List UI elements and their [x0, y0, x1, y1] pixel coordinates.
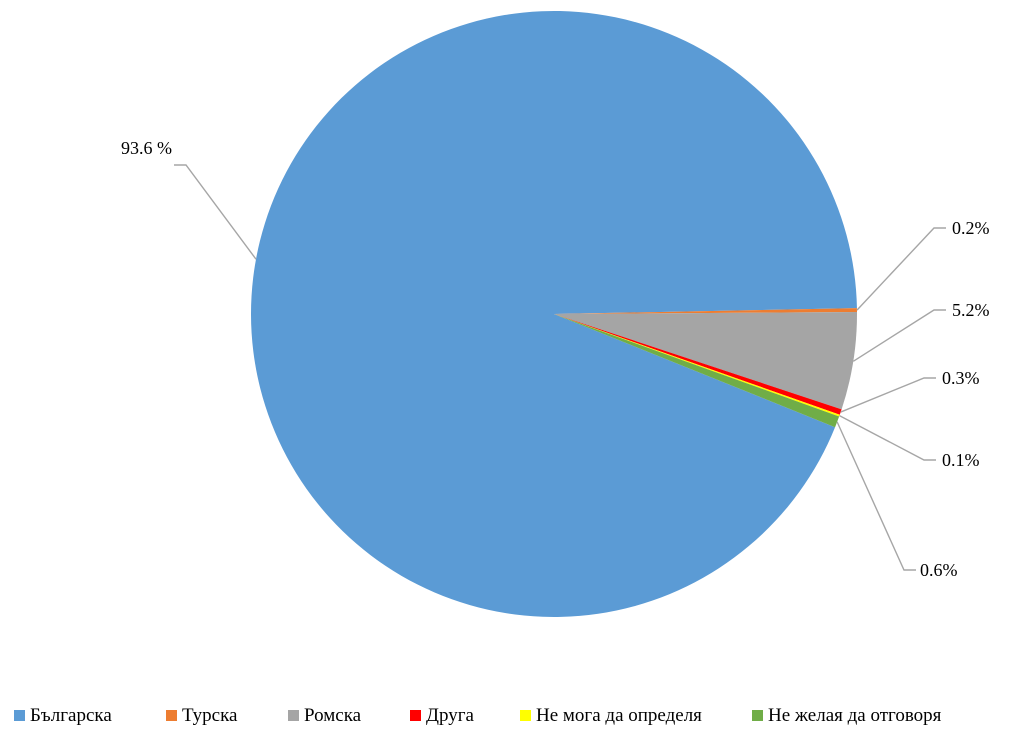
legend-swatch — [410, 710, 421, 721]
pie-slice — [554, 314, 840, 428]
pie-slice — [554, 311, 858, 410]
legend-label: Турска — [182, 705, 238, 726]
leader-line — [836, 421, 916, 571]
legend-swatch — [14, 710, 25, 721]
pie-slices — [251, 11, 858, 617]
leader-line — [840, 377, 936, 413]
data-label: 0.1% — [942, 450, 980, 470]
legend-label: Не мога да определя — [536, 705, 702, 726]
leader-line — [856, 227, 946, 311]
leader-lines — [174, 164, 946, 571]
pie-slice — [554, 308, 857, 314]
legend-swatch — [752, 710, 763, 721]
data-label: 0.3% — [942, 368, 980, 388]
pie-slice — [554, 314, 842, 415]
pie-slice — [251, 11, 857, 617]
data-label: 5.2% — [952, 300, 990, 320]
legend-swatch — [288, 710, 299, 721]
legend-label: Българска — [30, 705, 112, 726]
pie-slice — [554, 314, 840, 417]
leader-line — [852, 309, 946, 362]
data-label: 0.2% — [952, 218, 990, 238]
legend-swatch — [520, 710, 531, 721]
legend-label: Ромска — [304, 705, 362, 726]
data-labels: 93.6 % 0.2% 5.2% 0.3% 0.1% 0.6% — [121, 138, 990, 580]
leader-line — [839, 415, 936, 461]
legend-label: Не желая да отговоря — [768, 705, 942, 726]
data-label: 0.6% — [920, 560, 958, 580]
data-label: 93.6 % — [121, 138, 172, 158]
legend-swatch — [166, 710, 177, 721]
leader-line — [174, 164, 257, 260]
legend: Българска Турска Ромска Друга Не мога да опр… — [14, 705, 942, 726]
legend-label: Друга — [426, 705, 475, 726]
